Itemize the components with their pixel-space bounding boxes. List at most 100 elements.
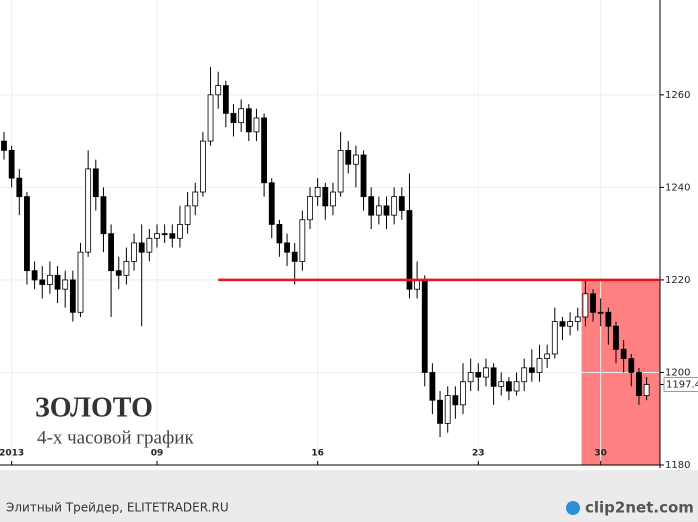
x-tick-label: 16 — [311, 449, 324, 459]
candle-body — [360, 154, 367, 198]
candle-body — [1, 140, 7, 151]
candle-body — [131, 242, 137, 262]
x-tick-label: 2013 — [0, 449, 24, 459]
candle-body — [582, 293, 589, 318]
candle-body — [597, 311, 604, 314]
candle-body — [238, 108, 245, 124]
candle-body — [115, 270, 122, 276]
candle-body — [590, 293, 596, 313]
y-tick-label: 1240 — [665, 182, 690, 193]
candle-body — [138, 242, 145, 253]
candle-body — [268, 182, 275, 225]
candle-body — [452, 395, 459, 406]
candle-body — [31, 270, 38, 281]
candle-body — [460, 381, 466, 406]
candle-body — [406, 210, 413, 290]
candle-body — [551, 321, 558, 355]
candle-body — [322, 186, 329, 207]
chart-subtitle: 4-х часовой график — [37, 427, 194, 448]
candle-body — [161, 233, 168, 236]
candle-body — [100, 196, 107, 235]
candle-body — [444, 395, 451, 424]
candle-body — [391, 196, 398, 216]
candle-body — [69, 279, 76, 313]
footer-logo[interactable]: clip2net.com — [585, 499, 694, 517]
candle-body — [39, 279, 46, 285]
candle-body — [613, 325, 619, 350]
candle-body — [345, 149, 352, 165]
candle-body — [47, 274, 53, 285]
candle-body — [284, 242, 290, 253]
candle-body — [77, 251, 84, 313]
candle-body — [261, 117, 268, 184]
candle-body — [643, 384, 650, 396]
candle-body — [146, 237, 153, 253]
candle-body — [307, 196, 313, 221]
candle-body — [536, 358, 543, 373]
candle-body — [429, 372, 436, 401]
candle-body — [207, 94, 214, 142]
x-tick-label: 30 — [594, 449, 607, 459]
candle-body — [215, 85, 222, 96]
candle-body — [605, 311, 612, 327]
candle-body — [559, 321, 566, 327]
candle-body — [245, 108, 252, 133]
candle-body — [199, 140, 206, 193]
x-tick-label: 23 — [472, 449, 485, 459]
candle-body — [414, 279, 421, 290]
candle-body — [383, 205, 390, 216]
candle-body — [368, 196, 375, 216]
chart-title: ЗОЛОТО — [35, 392, 153, 423]
candle-body — [92, 168, 99, 198]
candle-body — [483, 367, 489, 378]
candle-body — [108, 233, 114, 272]
candle-body — [528, 367, 535, 373]
candle-body — [490, 367, 497, 387]
footer-source: Элитный Трейдер, ELITETRADER.RU — [6, 501, 229, 515]
candle-body — [24, 196, 30, 272]
candle-body — [192, 191, 199, 207]
candle-body — [62, 279, 69, 290]
plot-area — [0, 0, 660, 466]
candle-body — [398, 196, 405, 211]
candle-body — [177, 224, 183, 239]
y-tick-label: 1200 — [665, 367, 690, 378]
candle-body — [230, 112, 237, 124]
candle-body — [505, 381, 512, 392]
candle-body — [421, 279, 428, 373]
candle-body — [54, 274, 61, 290]
candle-body — [314, 186, 321, 198]
y-tick-label: 1180 — [665, 460, 690, 471]
candle-body — [8, 149, 15, 179]
candle-body — [352, 154, 359, 165]
y-tick-label: 1220 — [665, 275, 690, 286]
candle-body — [291, 251, 298, 262]
candle-body — [299, 219, 306, 262]
candle-body — [628, 358, 635, 373]
candle-body — [498, 381, 505, 387]
y-tick-label: 1260 — [665, 90, 690, 101]
candle-body — [475, 372, 482, 378]
candle-body — [222, 85, 229, 114]
candle-body — [154, 233, 160, 239]
candle-body — [375, 205, 382, 216]
candle-body — [620, 348, 627, 359]
candle-body — [437, 399, 443, 424]
footer-bar — [0, 470, 698, 522]
x-tick-label: 09 — [151, 449, 164, 459]
candle-body — [184, 205, 191, 225]
last-price-box — [663, 376, 698, 392]
candle-body — [276, 224, 283, 244]
candle-body — [85, 168, 92, 253]
candle-body — [574, 316, 581, 322]
candle-body — [544, 353, 551, 359]
candle-body — [513, 381, 520, 392]
candle-body — [636, 372, 642, 396]
logo-icon — [566, 501, 580, 515]
candle-body — [467, 372, 474, 383]
candle-body — [169, 233, 176, 239]
candle-body — [16, 177, 23, 198]
candle-body — [521, 367, 528, 383]
candle-body — [123, 261, 130, 276]
